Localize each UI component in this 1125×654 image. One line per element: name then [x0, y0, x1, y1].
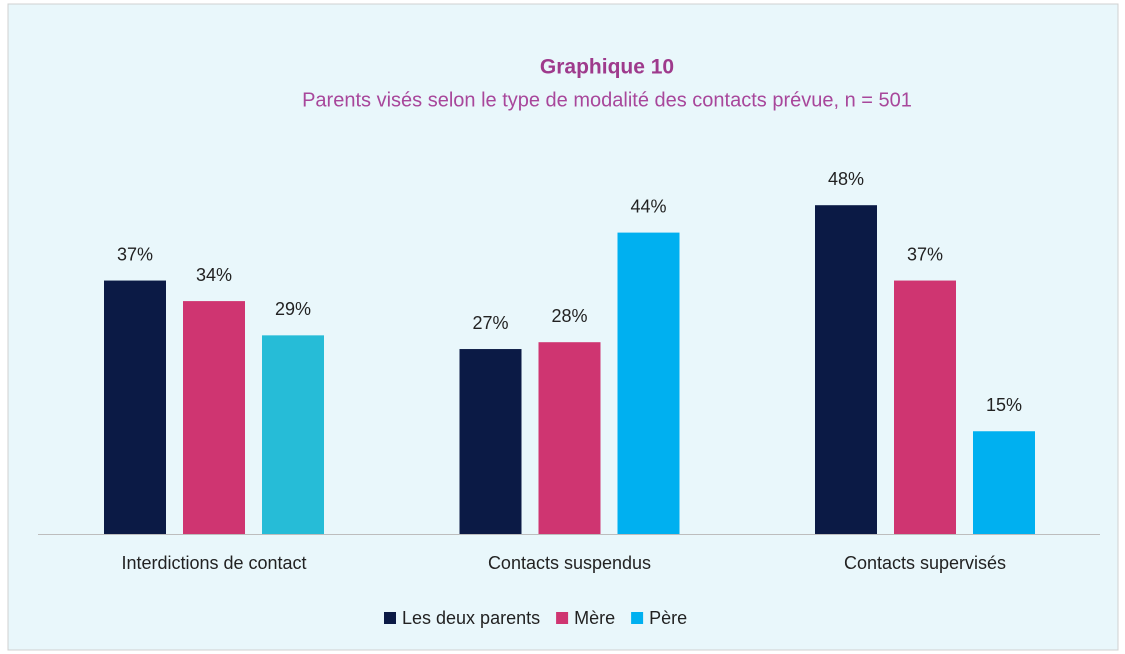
bar — [183, 301, 245, 534]
legend-label: Père — [649, 608, 687, 628]
data-label: 28% — [551, 306, 587, 326]
data-label: 44% — [630, 196, 666, 216]
bar — [538, 342, 601, 534]
bar — [894, 280, 956, 534]
data-label: 37% — [907, 244, 943, 264]
data-label: 37% — [117, 244, 153, 264]
x-tick-label: Contacts supervisés — [844, 553, 1006, 573]
data-label: 27% — [472, 313, 508, 333]
legend-swatch — [631, 612, 644, 624]
bar — [973, 431, 1035, 534]
data-label: 15% — [986, 395, 1022, 415]
chart-subtitle: Parents visés selon le type de modalité … — [302, 89, 912, 111]
legend-label: Mère — [574, 608, 615, 628]
x-tick-label: Contacts suspendus — [488, 553, 651, 573]
legend-swatch — [384, 612, 396, 624]
bar — [262, 335, 324, 534]
bar — [815, 205, 877, 534]
bar — [104, 280, 166, 534]
x-tick-label: Interdictions de contact — [121, 553, 306, 573]
bar — [617, 232, 680, 534]
data-label: 48% — [828, 169, 864, 189]
data-label: 34% — [196, 265, 232, 285]
chart-title: Graphique 10 — [540, 56, 674, 79]
data-label: 29% — [275, 299, 311, 319]
legend-label: Les deux parents — [402, 608, 540, 628]
legend-swatch — [556, 612, 569, 624]
bar — [459, 349, 522, 534]
